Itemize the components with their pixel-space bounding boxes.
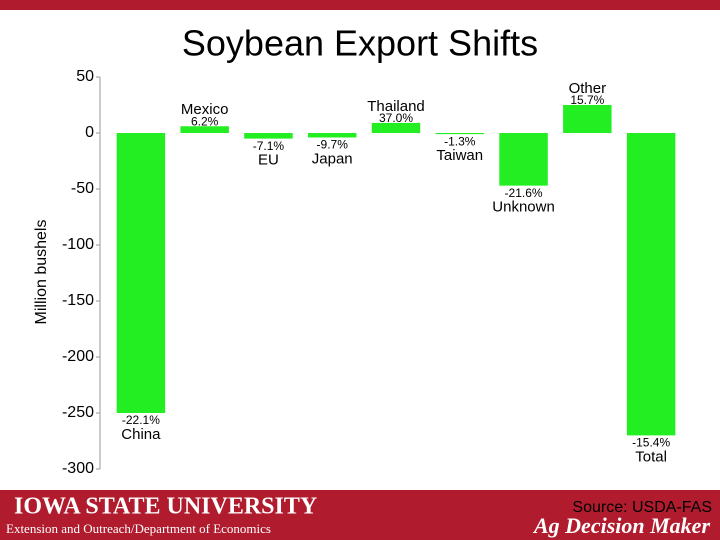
y-tick-label: 0 <box>85 124 94 141</box>
percent-label: 6.2% <box>191 114 219 128</box>
y-tick-label: -250 <box>62 404 94 421</box>
y-tick-label: -300 <box>62 460 94 477</box>
y-tick-label: -50 <box>71 180 94 197</box>
footer-university: IOWA STATE UNIVERSITY <box>14 494 317 520</box>
bar <box>435 133 485 135</box>
category-label: Other <box>569 80 607 97</box>
category-label: China <box>121 426 161 443</box>
bar <box>499 133 548 186</box>
percent-label: -1.3% <box>444 134 476 148</box>
bar <box>116 133 166 413</box>
footer-source: Source: USDA-FAS <box>572 499 712 516</box>
percent-label: -22.1% <box>122 413 160 427</box>
y-tick-label: -150 <box>62 292 94 309</box>
bar <box>244 133 293 139</box>
y-tick-label: -200 <box>62 348 94 365</box>
bar <box>563 105 612 133</box>
category-label: Mexico <box>181 101 229 118</box>
percent-label: 37.0% <box>379 111 413 125</box>
bar <box>371 122 421 133</box>
percent-label: -15.4% <box>632 436 670 450</box>
bar <box>180 126 229 133</box>
footer-band <box>0 490 720 540</box>
percent-label: -9.7% <box>317 138 349 152</box>
category-label: EU <box>258 152 279 169</box>
percent-label: -7.1% <box>253 139 285 153</box>
y-tick-label: 50 <box>76 68 94 85</box>
chart-title: Soybean Export Shifts <box>182 23 538 64</box>
top-band <box>0 0 720 10</box>
category-label: Unknown <box>492 199 555 216</box>
y-axis-label: Million bushels <box>33 220 50 325</box>
bar <box>307 133 357 138</box>
category-label: Total <box>635 448 667 465</box>
bar <box>626 133 676 436</box>
footer-department: Extension and Outreach/Department of Eco… <box>6 521 271 536</box>
percent-label: 15.7% <box>570 93 604 107</box>
category-label: Thailand <box>367 98 425 115</box>
footer-brand: Ag Decision Maker <box>532 513 710 538</box>
y-tick-label: -100 <box>62 236 94 253</box>
percent-label: -21.6% <box>505 186 543 200</box>
category-label: Taiwan <box>436 147 483 164</box>
category-label: Japan <box>312 150 353 167</box>
